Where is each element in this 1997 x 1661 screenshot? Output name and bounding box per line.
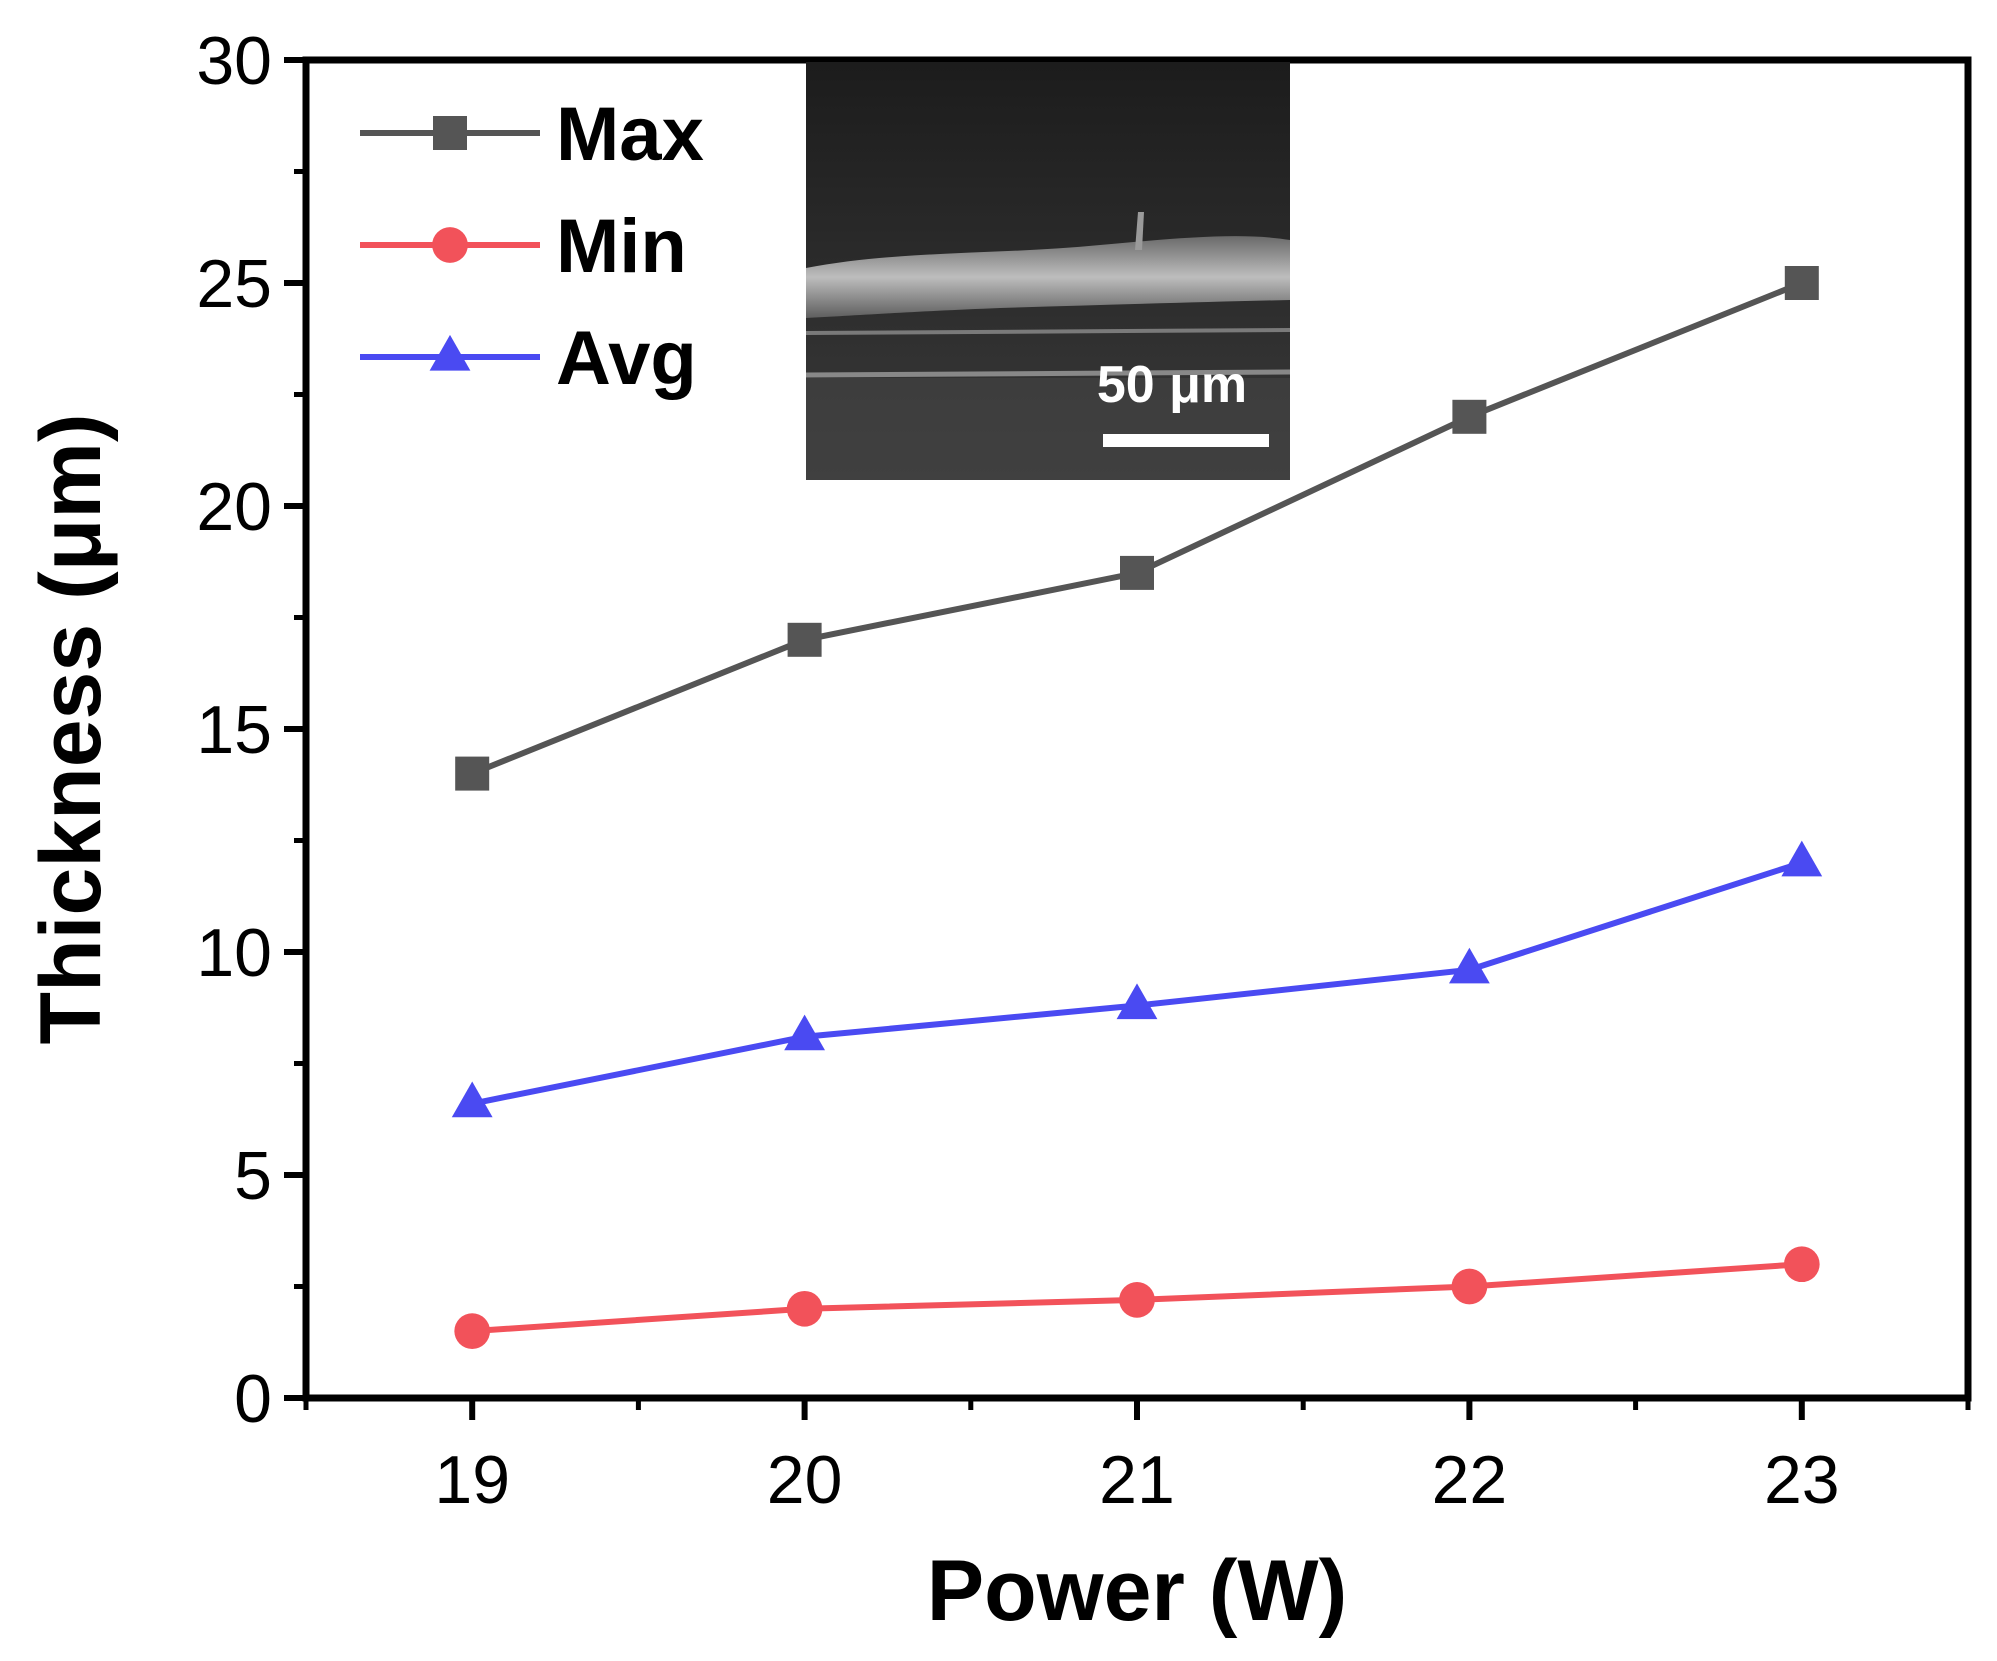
x-tick-label: 19 (434, 1442, 510, 1518)
data-point-min (786, 1290, 823, 1327)
series-line-avg (471, 859, 1803, 1107)
data-point-min (454, 1313, 491, 1349)
sem-substrate-line (805, 328, 1291, 335)
series-max (455, 266, 1819, 791)
legend-item-min: Min (360, 204, 687, 289)
legend-marker-avg (429, 334, 471, 371)
data-point-max (1120, 555, 1154, 590)
y-tick-label: 25 (196, 246, 272, 322)
data-point-min (1783, 1246, 1820, 1283)
data-point-avg (1781, 840, 1823, 877)
legend-label-avg: Avg (556, 316, 697, 401)
series-layer (451, 266, 1823, 1349)
y-tick-label: 10 (196, 915, 272, 991)
legend-marker-min (432, 227, 468, 263)
data-point-avg (1116, 983, 1158, 1020)
x-axis-title: Power (W) (927, 1543, 1347, 1639)
y-axis-title: Thickness (μm) (23, 414, 119, 1045)
data-point-min (1451, 1268, 1488, 1305)
x-axis: 19 20 21 22 23 (303, 1398, 1971, 1518)
data-point-max (787, 622, 822, 657)
scale-bar (1103, 434, 1269, 447)
data-point-min (1119, 1282, 1155, 1318)
sem-inset: 50 μm (805, 62, 1291, 480)
sem-particle (1135, 212, 1144, 250)
data-point-avg (1449, 947, 1490, 984)
legend-label-max: Max (556, 92, 704, 177)
data-point-avg (451, 1081, 493, 1118)
legend-marker-max (433, 116, 467, 150)
legend-item-max: Max (360, 92, 704, 177)
y-tick-label: 30 (196, 23, 272, 99)
data-point-avg (784, 1014, 825, 1051)
y-tick-label: 0 (234, 1361, 272, 1437)
x-tick-label: 22 (1432, 1442, 1508, 1518)
y-tick-label: 5 (234, 1138, 272, 1214)
x-tick-label: 23 (1764, 1442, 1840, 1518)
legend-label-min: Min (556, 204, 687, 289)
sem-film-layer (806, 236, 1290, 318)
y-tick-label: 20 (196, 469, 272, 545)
y-axis: 0 5 10 15 20 25 30 (196, 23, 306, 1437)
series-avg (451, 840, 1823, 1118)
data-point-max (1452, 399, 1487, 434)
series-min (454, 1246, 1820, 1349)
legend: Max Min Avg (360, 92, 704, 401)
x-tick-label: 20 (767, 1442, 843, 1518)
data-point-max (1784, 266, 1819, 300)
sem-substrate-line (805, 369, 1291, 378)
legend-item-avg: Avg (360, 316, 697, 401)
scale-bar-label: 50 μm (1097, 356, 1247, 414)
data-point-max (455, 756, 490, 791)
sem-substrate-band (806, 378, 1290, 480)
x-tick-label: 21 (1099, 1442, 1175, 1518)
y-tick-label: 15 (196, 692, 272, 768)
